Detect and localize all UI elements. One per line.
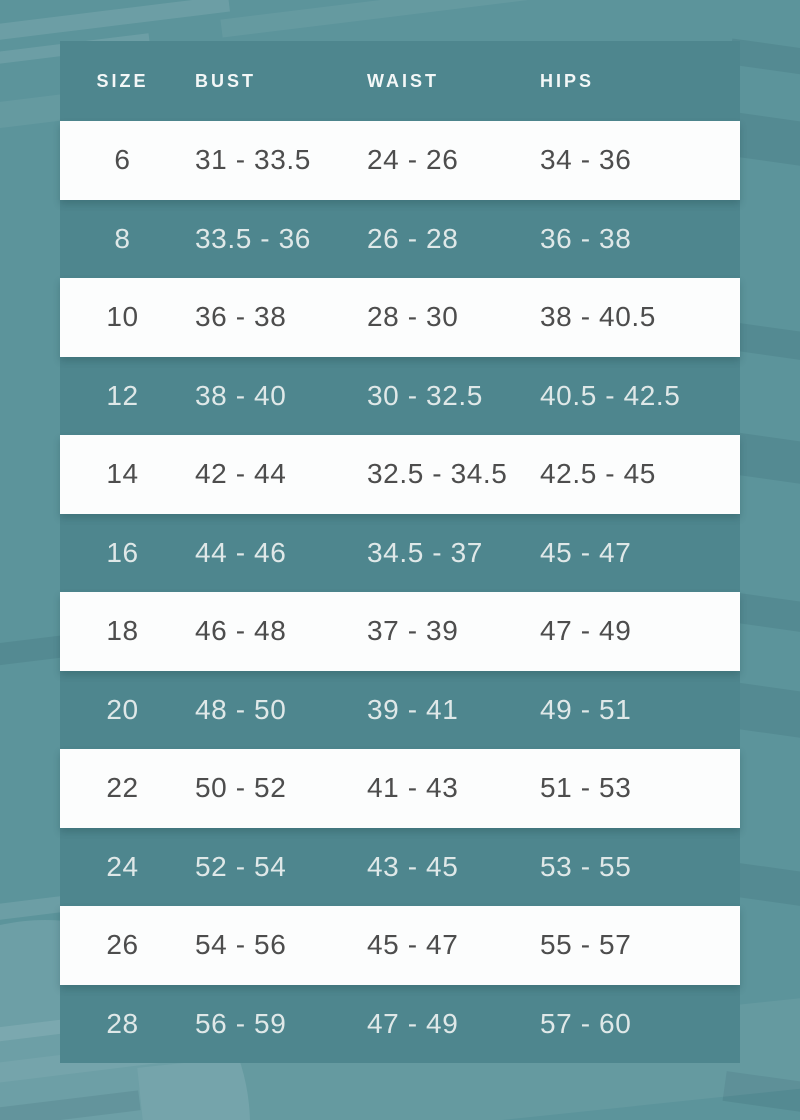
cell-size: 6 — [114, 144, 131, 176]
cell-waist: 39 - 41 — [367, 693, 459, 725]
table-row: 20 48 - 50 39 - 41 49 - 51 — [60, 671, 740, 750]
cell-bust: 54 - 56 — [195, 929, 287, 961]
cell-hips: 51 - 53 — [540, 772, 632, 804]
cell-hips: 47 - 49 — [540, 615, 632, 647]
cell-hips: 42.5 - 45 — [540, 458, 656, 490]
table-header-row: SIZE BUST WAIST HIPS — [60, 41, 740, 121]
cell-size: 26 — [106, 929, 139, 961]
cell-bust: 33.5 - 36 — [195, 222, 311, 254]
cell-hips: 45 - 47 — [540, 536, 632, 568]
table-row: 28 56 - 59 47 - 49 57 - 60 — [60, 985, 740, 1064]
table-row: 10 36 - 38 28 - 30 38 - 40.5 — [60, 278, 740, 357]
table-row: 24 52 - 54 43 - 45 53 - 55 — [60, 828, 740, 907]
bg-stripe — [220, 0, 640, 38]
column-header-bust: BUST — [195, 70, 256, 91]
cell-hips: 36 - 38 — [540, 222, 632, 254]
cell-size: 18 — [106, 615, 139, 647]
cell-waist: 47 - 49 — [367, 1007, 459, 1039]
table-row: 16 44 - 46 34.5 - 37 45 - 47 — [60, 514, 740, 593]
table-row: 8 33.5 - 36 26 - 28 36 - 38 — [60, 200, 740, 279]
cell-waist: 43 - 45 — [367, 850, 459, 882]
size-chart-table: SIZE BUST WAIST HIPS 6 31 - 33.5 24 - 26… — [60, 41, 740, 1063]
cell-bust: 38 - 40 — [195, 379, 287, 411]
cell-hips: 57 - 60 — [540, 1007, 632, 1039]
cell-bust: 52 - 54 — [195, 850, 287, 882]
cell-bust: 42 - 44 — [195, 458, 287, 490]
cell-bust: 46 - 48 — [195, 615, 287, 647]
cell-waist: 45 - 47 — [367, 929, 459, 961]
table-row: 22 50 - 52 41 - 43 51 - 53 — [60, 749, 740, 828]
table-row: 6 31 - 33.5 24 - 26 34 - 36 — [60, 121, 740, 200]
cell-size: 24 — [106, 850, 139, 882]
cell-hips: 38 - 40.5 — [540, 301, 656, 333]
column-header-size: SIZE — [96, 70, 149, 91]
table-row: 26 54 - 56 45 - 47 55 - 57 — [60, 906, 740, 985]
table-row: 18 46 - 48 37 - 39 47 - 49 — [60, 592, 740, 671]
cell-bust: 36 - 38 — [195, 301, 287, 333]
table-row: 14 42 - 44 32.5 - 34.5 42.5 - 45 — [60, 435, 740, 514]
cell-waist: 26 - 28 — [367, 222, 459, 254]
cell-bust: 56 - 59 — [195, 1007, 287, 1039]
cell-waist: 41 - 43 — [367, 772, 459, 804]
column-header-waist: WAIST — [367, 70, 439, 91]
cell-bust: 48 - 50 — [195, 693, 287, 725]
cell-size: 8 — [114, 222, 131, 254]
cell-waist: 37 - 39 — [367, 615, 459, 647]
cell-bust: 31 - 33.5 — [195, 144, 311, 176]
cell-waist: 30 - 32.5 — [367, 379, 483, 411]
cell-size: 12 — [106, 379, 139, 411]
column-header-hips: HIPS — [540, 70, 595, 91]
cell-bust: 50 - 52 — [195, 772, 287, 804]
bg-stripe — [0, 1090, 141, 1120]
cell-waist: 34.5 - 37 — [367, 536, 483, 568]
cell-hips: 40.5 - 42.5 — [540, 379, 681, 411]
cell-size: 28 — [106, 1007, 139, 1039]
cell-hips: 49 - 51 — [540, 693, 632, 725]
cell-waist: 24 - 26 — [367, 144, 459, 176]
cell-size: 10 — [106, 301, 139, 333]
cell-hips: 34 - 36 — [540, 144, 632, 176]
cell-waist: 28 - 30 — [367, 301, 459, 333]
cell-size: 20 — [106, 693, 139, 725]
cell-waist: 32.5 - 34.5 — [367, 458, 508, 490]
bg-stripe — [0, 0, 230, 45]
table-row: 12 38 - 40 30 - 32.5 40.5 - 42.5 — [60, 357, 740, 436]
cell-size: 14 — [106, 458, 139, 490]
cell-hips: 53 - 55 — [540, 850, 632, 882]
cell-bust: 44 - 46 — [195, 536, 287, 568]
cell-size: 22 — [106, 772, 139, 804]
bg-stripe — [722, 1071, 800, 1119]
cell-hips: 55 - 57 — [540, 929, 632, 961]
cell-size: 16 — [106, 536, 139, 568]
